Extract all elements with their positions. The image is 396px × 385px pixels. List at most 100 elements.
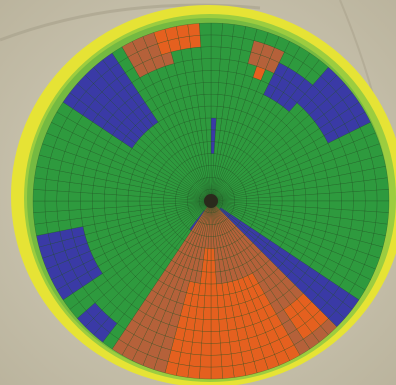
zone-cell — [57, 219, 72, 232]
zone-cell — [56, 200, 70, 212]
zone-cell — [203, 82, 212, 95]
zone-cell — [210, 82, 219, 95]
zone-cell — [190, 341, 202, 356]
zone-cell — [210, 248, 216, 261]
zone-cell — [317, 200, 330, 209]
zone-cell — [115, 200, 129, 208]
zone-cell — [56, 190, 70, 202]
zone-cell — [200, 342, 212, 356]
zone-cell — [163, 200, 176, 205]
zone-cell — [293, 200, 307, 208]
zone-cell — [210, 105, 218, 119]
zone-cell — [329, 192, 342, 202]
zone-cell — [210, 93, 219, 107]
zone-cell — [80, 208, 94, 219]
zone-cell — [199, 22, 212, 36]
zone-cell — [220, 46, 232, 61]
zone-cell — [305, 193, 319, 202]
zone-cell — [341, 200, 354, 211]
zone-cell — [205, 117, 212, 131]
zone-cell — [199, 354, 212, 368]
zone-cell — [44, 200, 58, 213]
zone-cell — [203, 93, 212, 107]
zone-cell — [206, 129, 212, 143]
zone-cell — [317, 193, 330, 202]
zone-cell — [328, 183, 342, 194]
zone-cell — [210, 58, 221, 71]
zone-cell — [115, 194, 129, 202]
zone-cell — [210, 342, 222, 356]
zone-cell — [232, 363, 246, 378]
zone-cell — [80, 200, 93, 210]
zone-cell — [103, 200, 117, 209]
zone-cell — [352, 190, 366, 202]
zone-cell — [210, 236, 215, 249]
zone-cell — [375, 177, 389, 191]
zone-cell — [193, 70, 204, 84]
zone-cell — [210, 366, 223, 380]
zone-cell — [92, 193, 105, 202]
zone-cell — [33, 177, 47, 191]
zone-cell — [44, 210, 59, 223]
zone-cell — [206, 141, 212, 154]
zone-cell — [230, 352, 244, 366]
zone-cell — [220, 341, 232, 356]
zone-cell — [44, 179, 59, 192]
zone-cell — [218, 318, 229, 332]
zone-cell — [305, 200, 319, 209]
zone-cell — [204, 105, 212, 119]
zone-cell — [68, 200, 81, 211]
zone-cell — [33, 211, 47, 225]
zone-cell — [176, 24, 190, 39]
zone-cell — [32, 200, 46, 213]
zone-cell — [32, 189, 46, 202]
zone-cell — [220, 34, 233, 49]
zone-cell — [376, 189, 390, 202]
zone-cell — [221, 365, 235, 379]
zone-cell — [316, 185, 330, 195]
zone-cell — [210, 70, 220, 83]
zone-cell — [221, 23, 235, 37]
zone-cell — [210, 283, 218, 297]
zone-cell — [364, 189, 378, 202]
zone-cell — [269, 196, 283, 202]
zone-cell — [203, 307, 212, 320]
zone-cell — [151, 200, 164, 206]
zone-cell — [180, 47, 193, 62]
zone-cell — [350, 170, 365, 183]
zone-cell — [219, 330, 230, 344]
zone-cell — [139, 200, 153, 206]
zone-cell — [201, 331, 212, 344]
zone-cell — [195, 82, 205, 96]
zone-cell — [56, 180, 71, 192]
zone-cell — [216, 294, 226, 308]
zone-cell — [178, 36, 192, 50]
zone-cell — [46, 220, 60, 234]
zone-cell — [189, 353, 202, 368]
zone-cell — [201, 58, 212, 71]
zone-cell — [80, 192, 93, 202]
zone-cell — [258, 196, 271, 202]
zone-cell — [192, 58, 203, 72]
zone-cell — [304, 186, 318, 196]
zone-cell — [68, 191, 81, 202]
zone-cell — [202, 319, 212, 332]
zone-cell — [376, 200, 390, 213]
zone-cell — [220, 353, 233, 368]
zone-cell — [351, 180, 366, 192]
zone-cell — [210, 295, 219, 309]
zone-cell — [210, 307, 219, 320]
zone-cell — [363, 179, 378, 192]
zone-cell — [187, 23, 201, 37]
zone-cell — [375, 211, 389, 225]
zone-cell — [329, 200, 342, 210]
zone-cell — [210, 46, 222, 60]
zone-cell — [92, 207, 106, 217]
zone-cell — [210, 319, 220, 332]
zone-cell — [351, 210, 366, 222]
zone-cell — [246, 197, 259, 202]
zone-cell — [217, 306, 227, 320]
zone-cell — [203, 295, 212, 309]
